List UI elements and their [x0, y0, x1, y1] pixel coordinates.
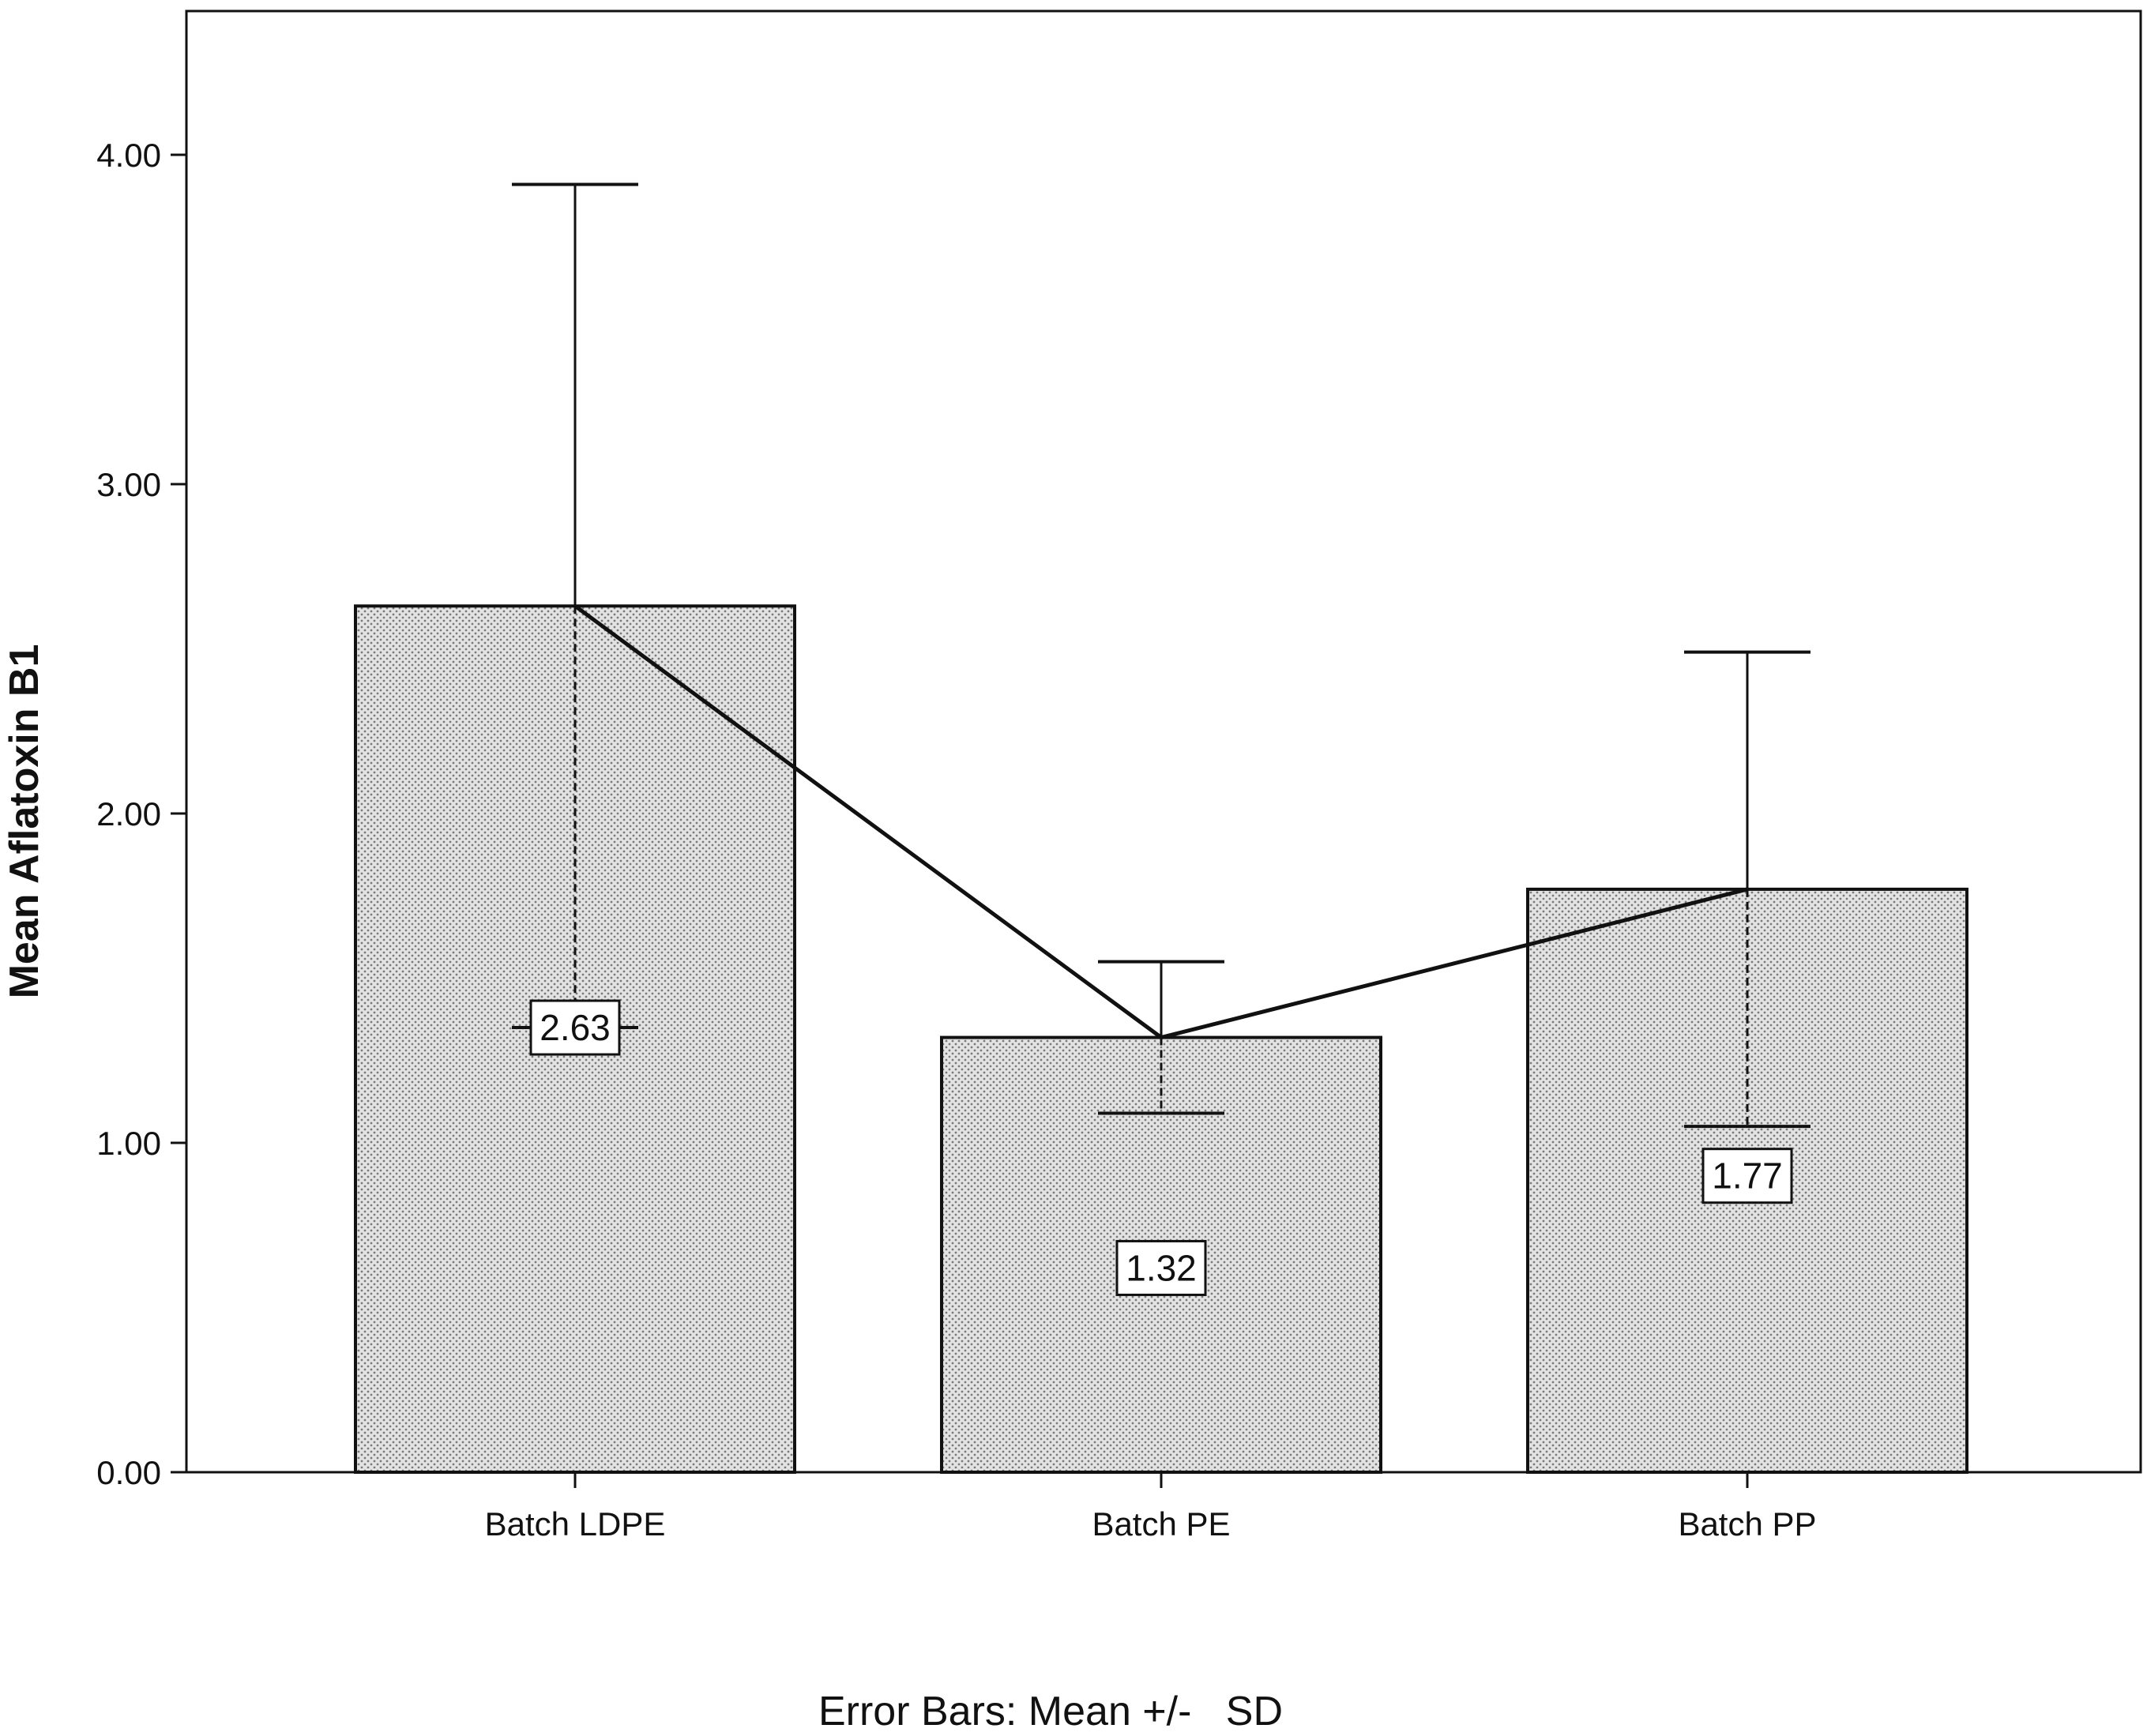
y-tick-label: 4.00 — [96, 137, 161, 174]
value-label: 1.32 — [1126, 1247, 1197, 1288]
value-label: 1.77 — [1712, 1155, 1783, 1197]
x-tick-label: Batch PP — [1678, 1505, 1816, 1542]
error-bars-footnote: Error Bars: Mean +/- SD — [818, 1689, 1283, 1732]
value-label-box — [1115, 1239, 1207, 1296]
y-tick-label: 0.00 — [96, 1454, 161, 1491]
value-label: 2.63 — [540, 1007, 611, 1048]
mean-line — [573, 604, 1748, 1040]
x-tick-label: Batch LDPE — [485, 1505, 666, 1542]
y-tick-label: 3.00 — [96, 466, 161, 503]
value-label-box — [1701, 1148, 1793, 1204]
value-label-box — [529, 999, 621, 1056]
y-tick-label: 1.00 — [96, 1125, 161, 1162]
y-tick-label: 2.00 — [96, 795, 161, 832]
x-tick-label: Batch PE — [1092, 1505, 1230, 1542]
y-axis-title: Mean Aflatoxin B1 — [2, 644, 47, 999]
